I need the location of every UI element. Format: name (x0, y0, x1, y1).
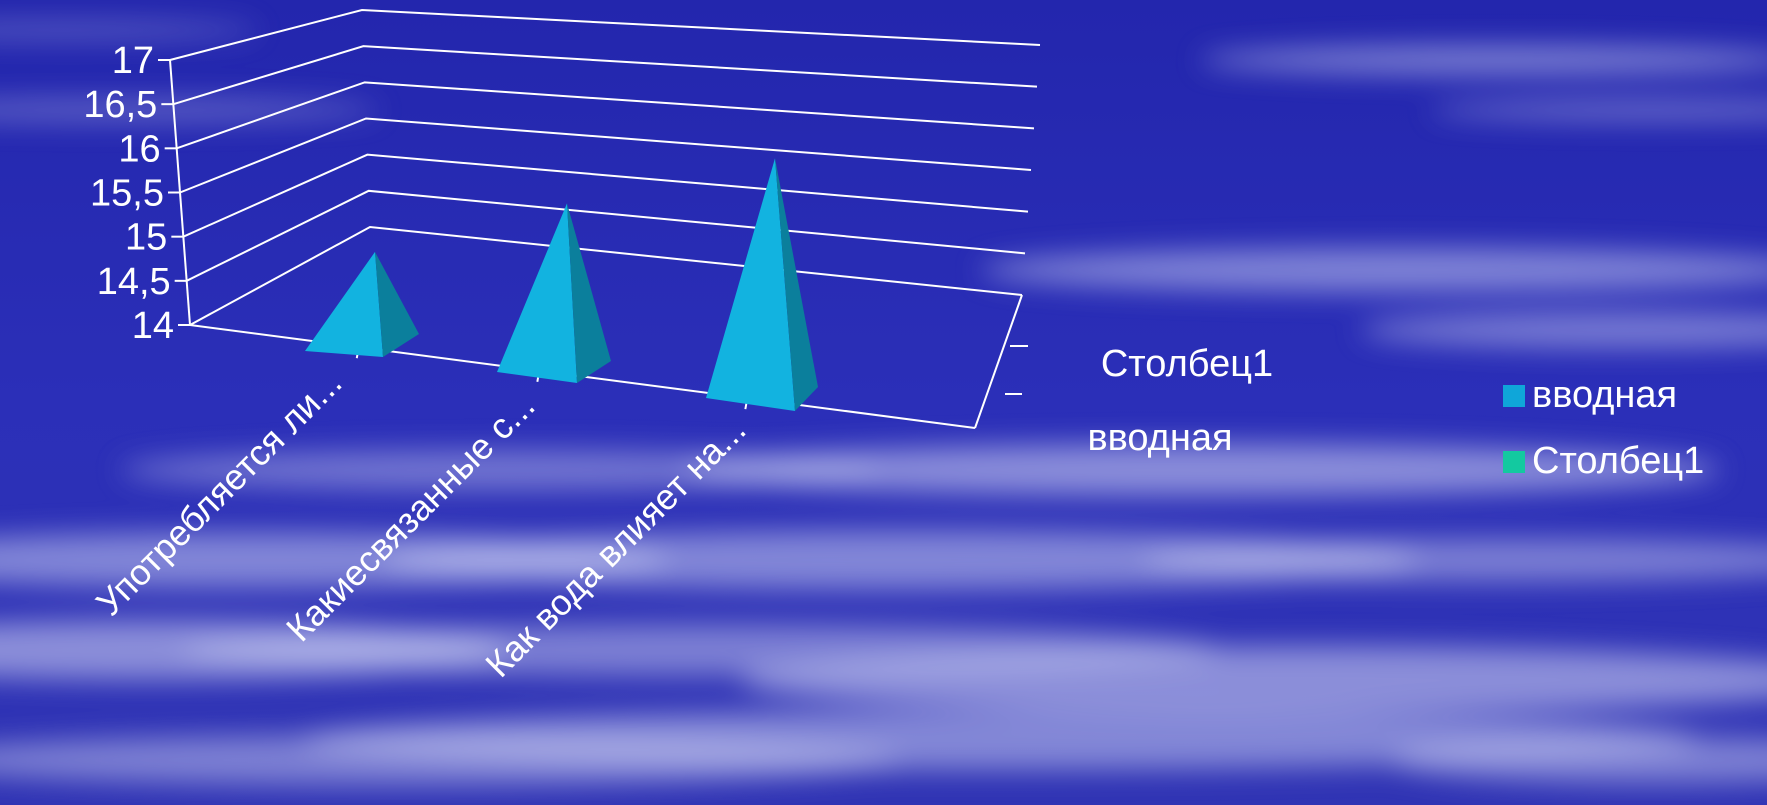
legend-label: вводная (1532, 374, 1677, 416)
depth-category-label: вводная (1087, 417, 1232, 459)
cloud-streak (380, 530, 1420, 590)
cloud-streak (980, 248, 1767, 292)
pyramid-bar-front (305, 251, 383, 357)
y-tick-label: 16 (118, 128, 160, 170)
y-tick-label: 15,5 (90, 173, 164, 215)
floor-right-edge (974, 294, 1023, 429)
depth-category-label: Столбец1 (1101, 343, 1273, 385)
depth-axis: вводная Столбец1 (1005, 343, 1273, 459)
gridline (179, 117, 1032, 194)
y-tick-label: 16,5 (83, 84, 157, 126)
y-tick-label: 14,5 (97, 261, 171, 303)
cloud-streaks (0, 20, 1767, 786)
cloud-streak (680, 444, 1720, 496)
cloud-streak (0, 734, 900, 786)
y-tick-label: 17 (112, 40, 154, 82)
gridline (189, 225, 1023, 326)
pyramid-bars (305, 158, 818, 411)
y-tick-label: 14 (132, 305, 174, 347)
cloud-streak (740, 646, 1767, 714)
cloud-streak (120, 450, 880, 490)
pyramid-bar-front (706, 158, 795, 411)
cloud-streak (0, 20, 260, 40)
gridline (173, 45, 1038, 106)
cloud-streak (1390, 736, 1767, 784)
y-tick-label: 15 (125, 217, 167, 259)
gridline (176, 81, 1035, 150)
pyramid-bar-side (567, 203, 611, 383)
chart-legend: вводная Столбец1 (1503, 374, 1704, 482)
gridline (169, 8, 1041, 61)
pyramid-bar-front (497, 203, 577, 383)
pyramid-bar-side (775, 158, 818, 411)
cloud-streak (1200, 46, 1767, 74)
cloud-streak (1430, 100, 1767, 120)
cloud-streak (1360, 312, 1767, 348)
legend-swatch (1503, 385, 1525, 407)
cloud-streak (1140, 538, 1767, 582)
legend-swatch (1503, 451, 1525, 473)
cloud-streak (0, 98, 380, 122)
gridline (186, 189, 1026, 282)
legend-label: Столбец1 (1532, 440, 1704, 482)
pyramid-bar-side (375, 251, 419, 357)
gridline (182, 153, 1029, 238)
